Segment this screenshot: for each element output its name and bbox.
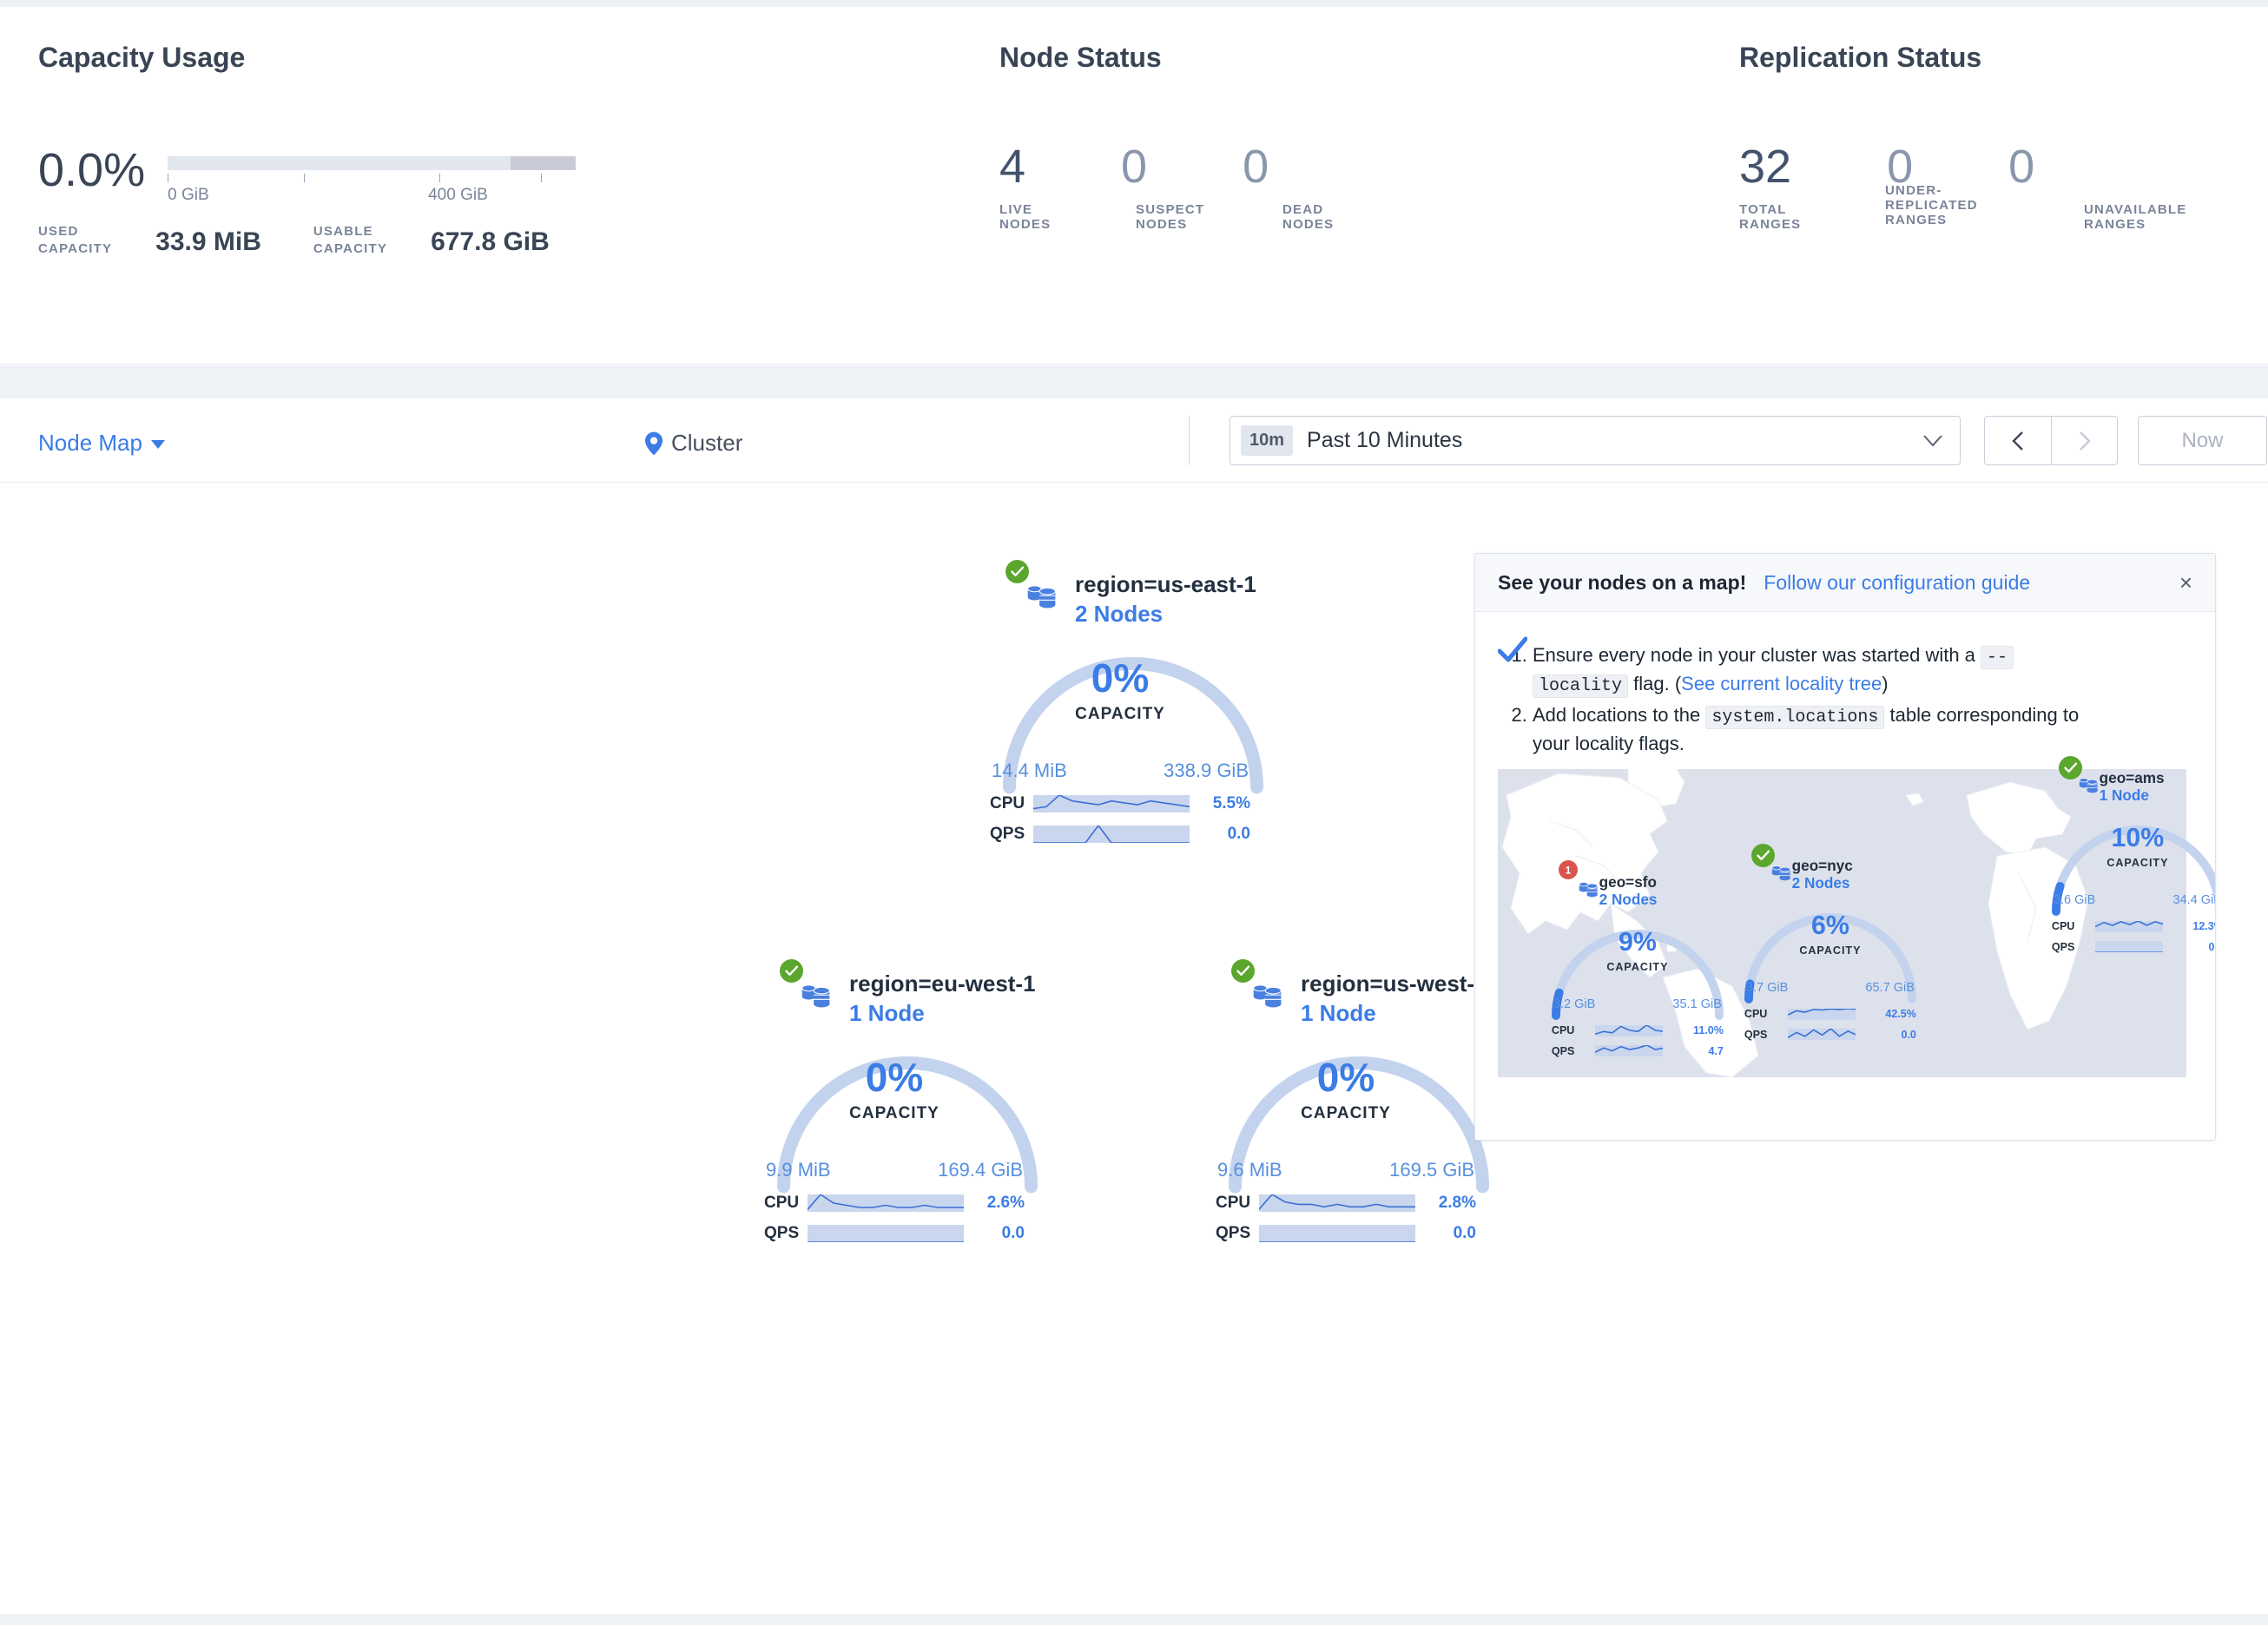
svg-text:1: 1 xyxy=(1566,865,1572,877)
